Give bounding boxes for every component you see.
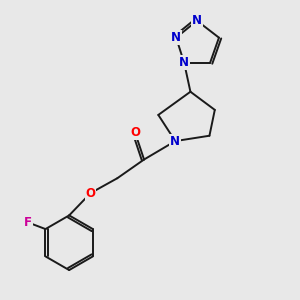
Text: O: O	[130, 126, 140, 139]
Text: N: N	[179, 56, 189, 69]
Text: N: N	[192, 14, 202, 27]
Text: F: F	[24, 216, 32, 229]
Text: O: O	[85, 187, 96, 200]
Text: N: N	[170, 135, 180, 148]
Text: N: N	[171, 31, 181, 44]
